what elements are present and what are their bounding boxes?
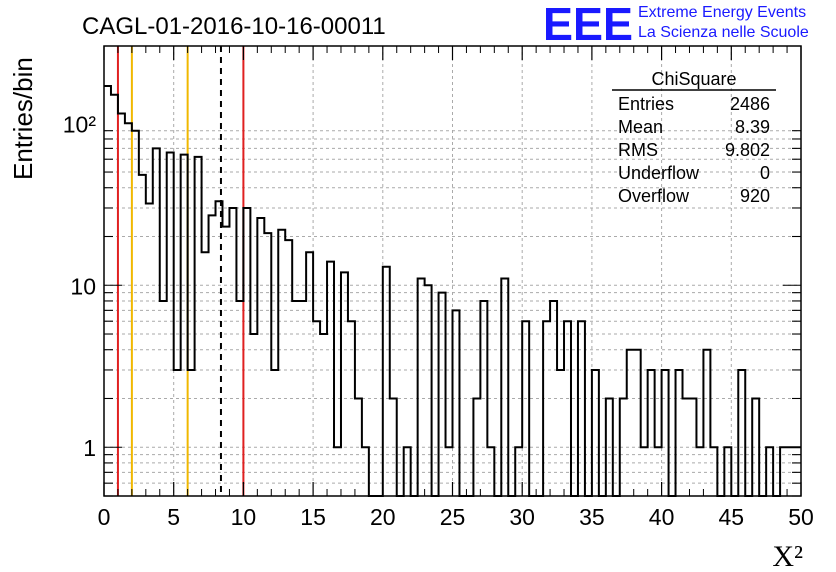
y-axis-label: Entries/bin <box>8 57 38 180</box>
eee-logo-icon: EEE <box>543 0 633 46</box>
stats-rows: Entries 2486 Mean 8.39 RMS 9.802 Underflow 0 Ove… <box>618 94 770 206</box>
x-tick-label: 15 <box>300 504 326 530</box>
tick-labels: 0 5 10 15 20 25 30 35 40 45 50 1 10 10² <box>63 111 814 530</box>
x-tick-label: 10 <box>231 504 257 530</box>
x-tick-label: 20 <box>370 504 396 530</box>
stats-row-value: 2486 <box>730 94 770 114</box>
x-tick-label: 30 <box>509 504 535 530</box>
chart-title: CAGL-01-2016-10-16-00011 <box>82 13 386 40</box>
x-tick-label: 25 <box>440 504 466 530</box>
stats-row-label: Underflow <box>618 163 700 183</box>
x-tick-label: 45 <box>719 504 745 530</box>
stats-box: ChiSquare Entries 2486 Mean 8.39 RMS 9.802 Und… <box>612 69 776 206</box>
histogram-series <box>104 84 801 497</box>
stats-row-value: 0 <box>760 163 770 183</box>
logo-line-2: La Scienza nelle Scuole <box>638 24 809 41</box>
y-tick-label: 10² <box>63 111 97 137</box>
x-tick-label: 35 <box>579 504 605 530</box>
x-tick-label: 40 <box>649 504 675 530</box>
stats-row-label: Mean <box>618 117 663 137</box>
stats-row-label: Overflow <box>618 186 690 206</box>
stats-row-value: 9.802 <box>725 140 770 160</box>
y-tick-label: 1 <box>83 435 96 461</box>
x-tick-label: 50 <box>788 504 814 530</box>
x-axis-label: X² <box>772 540 803 572</box>
stats-row-label: RMS <box>618 140 658 160</box>
x-tick-label: 0 <box>98 504 111 530</box>
stats-title: ChiSquare <box>651 69 736 89</box>
stats-row-value: 8.39 <box>735 117 770 137</box>
stats-row-label: Entries <box>618 94 674 114</box>
axis-ticks <box>103 46 802 497</box>
logo-line-1: Extreme Energy Events <box>638 4 807 21</box>
eee-mark: EEE <box>543 0 633 46</box>
stats-row-value: 920 <box>740 186 770 206</box>
y-tick-label: 10 <box>70 273 96 299</box>
x-tick-label: 5 <box>167 504 180 530</box>
